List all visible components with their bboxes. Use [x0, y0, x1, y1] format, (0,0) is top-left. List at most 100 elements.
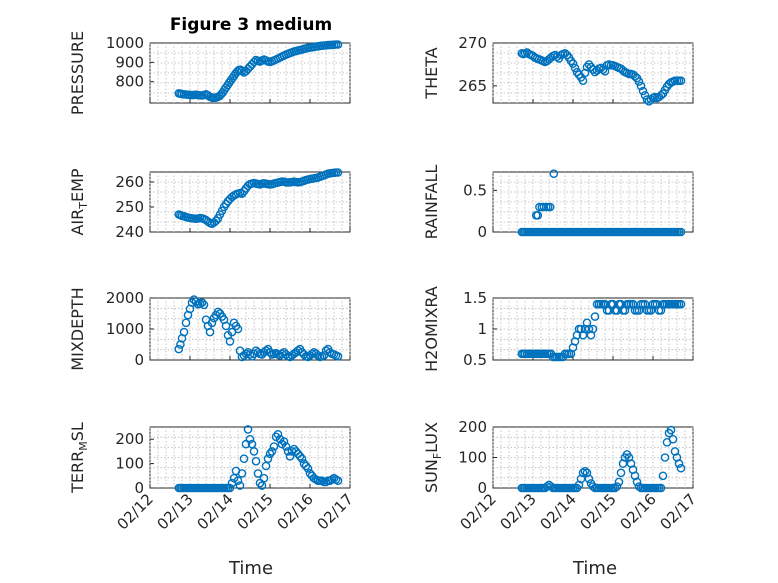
data-point	[251, 456, 261, 466]
data-point	[612, 482, 622, 491]
x-tick-label: 02/16	[274, 490, 317, 533]
y-tick-label: 100	[458, 449, 487, 467]
y-tick-label: 0	[134, 351, 144, 369]
subplot-sun-flux: 010020002/1202/1302/1402/1502/1602/17SUN…	[422, 418, 700, 533]
data-point	[249, 57, 259, 67]
y-tick-label: 250	[115, 198, 144, 216]
data-point	[259, 473, 269, 483]
data-point	[568, 59, 578, 68]
data-point	[676, 463, 686, 473]
x-tick-label: 02/15	[577, 490, 620, 533]
data-point	[533, 210, 543, 220]
x-tick-label: 02/14	[537, 490, 580, 533]
data-point	[285, 451, 295, 461]
y-axis-label: AIRTEMP	[68, 168, 90, 235]
data-point	[542, 482, 552, 491]
data-point	[247, 351, 257, 361]
data-point	[630, 72, 640, 81]
data-point	[233, 324, 243, 334]
data-point	[588, 324, 598, 334]
y-tick-label: 1000	[106, 320, 144, 338]
data-point	[265, 347, 275, 357]
data-point	[676, 76, 686, 85]
data-point	[656, 91, 666, 100]
data-point	[614, 477, 624, 487]
data-point	[207, 318, 217, 328]
x-tick-label: 02/14	[194, 490, 237, 533]
data-point	[301, 461, 311, 471]
data-point	[676, 299, 686, 309]
data-point	[333, 168, 343, 177]
y-axis-label: TERRMSL	[68, 422, 90, 494]
x-axis-label-right: Time	[572, 558, 617, 579]
data-point	[295, 451, 305, 461]
x-tick-label: 02/13	[497, 490, 540, 533]
y-tick-label: 0	[477, 223, 487, 241]
y-tick-label: 1	[477, 320, 487, 338]
data-point	[658, 471, 668, 481]
y-tick-label: 0.5	[463, 181, 487, 199]
data-point	[333, 351, 343, 361]
figure-title: Figure 3 medium	[170, 15, 332, 35]
data-point	[225, 483, 235, 493]
data-point	[237, 189, 247, 198]
y-tick-label: 0	[477, 479, 487, 497]
data-point	[660, 453, 670, 462]
y-axis-label: RAINFALL	[422, 165, 441, 240]
data-point	[634, 77, 644, 86]
data-point	[588, 482, 598, 491]
y-axis-label: PRESSURE	[68, 31, 87, 115]
data-point	[307, 349, 317, 359]
data-point	[588, 65, 598, 74]
x-tick-label: 02/17	[657, 490, 700, 533]
data-point	[261, 346, 271, 356]
data-point	[539, 202, 549, 212]
data-point	[237, 469, 247, 478]
y-axis-label: THETA	[422, 47, 441, 99]
data-point	[267, 447, 277, 456]
x-tick-label: 02/13	[154, 490, 197, 533]
data-point	[674, 459, 684, 468]
data-point	[333, 476, 343, 486]
data-point	[676, 227, 686, 237]
data-point	[265, 449, 275, 459]
data-point	[191, 297, 201, 307]
data-point	[205, 327, 215, 337]
data-point	[570, 63, 580, 73]
data-point	[245, 434, 255, 444]
y-axis-label: SUNFLUX	[422, 422, 444, 493]
y-tick-label: 200	[458, 418, 487, 436]
data-point	[642, 95, 652, 104]
data-point	[610, 483, 620, 493]
subplot-mixdepth: 0 1000 2000 MIXDEPTH	[68, 287, 351, 371]
data-point	[239, 454, 249, 464]
x-tick-label: 02/16	[617, 490, 660, 533]
data-point	[281, 442, 291, 451]
y-tick-label: 240	[115, 223, 144, 241]
y-tick-label: 100	[115, 455, 144, 473]
data-point	[197, 298, 207, 307]
y-tick-label: 1000	[106, 34, 144, 52]
data-point	[656, 483, 666, 493]
data-point	[263, 454, 273, 464]
subplot-rainfall: 0 0.5 RAINFALL	[422, 165, 694, 241]
data-point	[211, 216, 221, 226]
data-point	[584, 474, 594, 484]
y-tick-label: 1.5	[463, 289, 487, 307]
y-tick-label: 0.5	[463, 351, 487, 369]
y-axis-label: MIXDEPTH	[68, 287, 87, 370]
data-point	[668, 434, 678, 444]
data-point	[666, 425, 676, 435]
y-tick-label: 265	[458, 77, 487, 95]
data-point	[235, 481, 245, 490]
subplot-theta: 265 270 THETA	[422, 34, 694, 106]
x-tick-label: 02/15	[234, 490, 277, 533]
y-tick-label: 2000	[106, 289, 144, 307]
data-point	[297, 454, 307, 464]
data-point	[174, 344, 184, 354]
data-point	[225, 337, 235, 346]
subplot-air-temp: 240 250 260 AIRTEMP	[68, 168, 351, 241]
data-point	[578, 76, 588, 85]
